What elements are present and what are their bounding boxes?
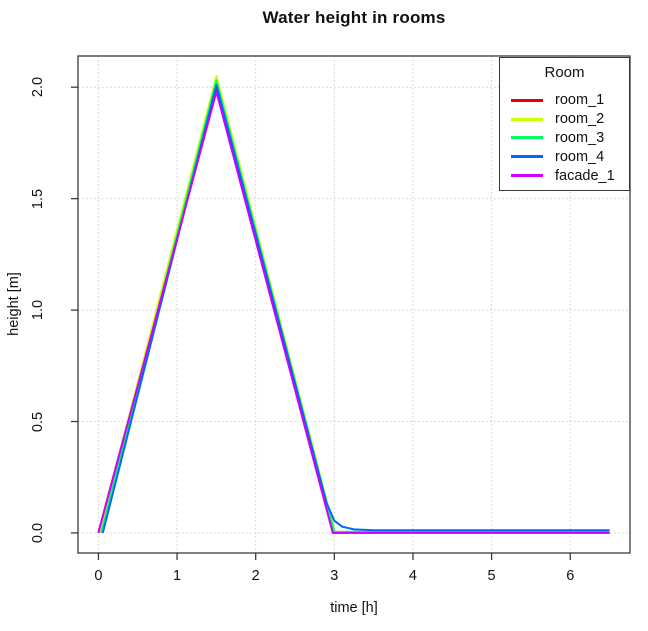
x-tick-label: 1 [173, 568, 182, 584]
legend-label: facade_1 [555, 167, 615, 184]
legend-swatch-room_2 [511, 117, 543, 121]
legend-label: room_2 [555, 111, 605, 128]
series-line-room_4 [101, 84, 610, 534]
chart-title: Water height in rooms [262, 8, 446, 27]
y-axis-label: height [m] [6, 272, 22, 336]
legend-items: room_1 room_2 room_3 room_4 facade_1 [500, 91, 629, 185]
x-tick-label: 2 [251, 568, 260, 584]
legend-row-facade_1: facade_1 [500, 166, 629, 185]
legend-label: room_1 [555, 92, 605, 109]
x-tick-label: 6 [566, 568, 575, 584]
legend-row-room_3: room_3 [500, 129, 629, 148]
legend-swatch-facade_1 [511, 174, 543, 178]
x-tick-label: 5 [487, 568, 496, 584]
y-tick-label: 0.0 [30, 522, 46, 544]
legend-swatch-room_3 [511, 136, 543, 140]
y-tick-label: 0.5 [30, 411, 46, 432]
legend-swatch-room_1 [511, 98, 543, 102]
x-tick-label: 0 [94, 568, 103, 584]
y-tick-label: 2.0 [30, 77, 46, 98]
y-tick-label: 1.0 [30, 299, 46, 321]
y-tick-label: 1.5 [30, 188, 46, 209]
series-line-facade_1 [97, 90, 610, 534]
legend-swatch-room_4 [511, 155, 543, 159]
plot-border [77, 55, 631, 554]
legend-title: Room [544, 64, 585, 81]
legend-label: room_3 [555, 129, 605, 146]
x-axis-label: time [h] [330, 600, 378, 616]
legend-row-room_1: room_1 [500, 91, 629, 110]
legend-row-room_4: room_4 [500, 147, 629, 166]
x-tick-label: 4 [408, 568, 418, 584]
legend: Room room_1 room_2 room_3 room_4 facade_1 [499, 57, 630, 191]
legend-row-room_2: room_2 [500, 110, 629, 129]
legend-label: room_4 [555, 148, 605, 165]
x-tick-label: 3 [330, 568, 339, 584]
